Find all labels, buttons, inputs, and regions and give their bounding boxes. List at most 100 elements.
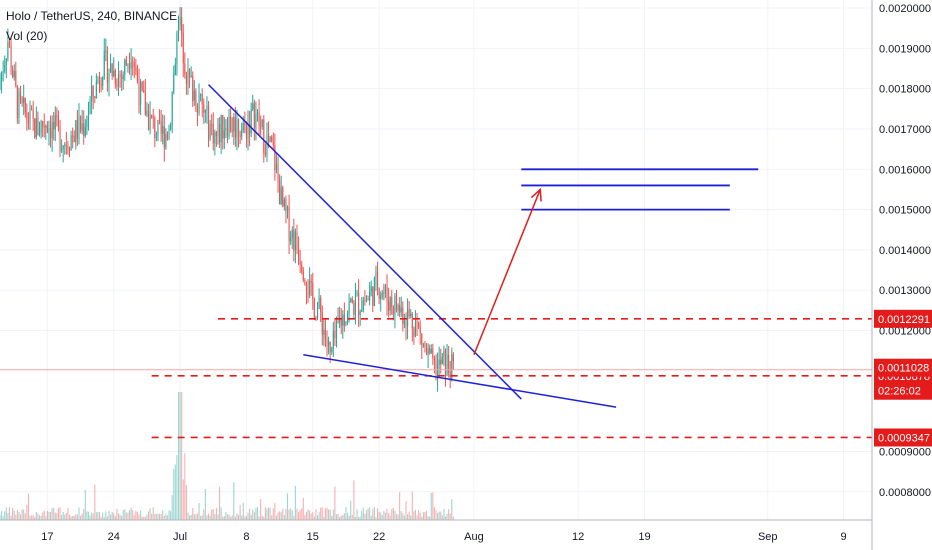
candle-body (56, 115, 58, 118)
volume-bar (56, 513, 58, 520)
candle-body (122, 74, 124, 79)
candle-body (209, 124, 211, 139)
candle-body (124, 59, 126, 75)
y-tick-label: 0.0019000 (879, 43, 931, 55)
volume-bar (80, 515, 82, 520)
candle-body (424, 344, 426, 347)
candle-body (335, 319, 338, 339)
candle-body (372, 286, 374, 306)
volume-bar (67, 508, 69, 520)
volume-bar (130, 507, 132, 520)
volume-bar (427, 516, 429, 520)
volume-bar (193, 514, 195, 520)
candle-body (354, 295, 356, 315)
candle-body (358, 292, 360, 315)
volume-bar (302, 497, 304, 520)
candle-body (87, 113, 90, 121)
candle-body (189, 69, 191, 78)
candle-body (407, 309, 409, 327)
candle-body (81, 123, 83, 131)
level-price-badge (874, 309, 932, 328)
volume-bar (65, 513, 67, 520)
volume-bar (260, 499, 262, 520)
candle-body (176, 33, 178, 65)
candle-body (438, 359, 440, 365)
volume-bar (315, 509, 317, 520)
volume-bar (413, 511, 415, 520)
candle-body (185, 74, 187, 84)
volume-bar (342, 515, 344, 520)
volume-bar (203, 509, 205, 520)
candle-body (321, 311, 323, 335)
volume-bar (187, 512, 189, 520)
symbol-label[interactable]: Holo / TetherUS, 240, BINANCE (6, 9, 178, 23)
current-price-badge (874, 358, 932, 377)
time-axis[interactable]: 17 24 Jul 8 15 22 Aug 12 19 Sep 9 (0, 519, 872, 543)
volume-bar (267, 507, 270, 520)
candle-body (32, 110, 34, 119)
volume-bar (143, 516, 145, 520)
volume-bar (15, 514, 17, 520)
candle-body (304, 280, 306, 285)
volume-bar (328, 509, 330, 520)
candle-body (42, 120, 44, 127)
price-axis[interactable]: 0.0020000 0.0019000 0.0018000 0.0017000 0.00… (871, 0, 932, 550)
x-tick-label: 12 (572, 531, 584, 543)
volume-bar (448, 509, 450, 520)
candle-body (414, 321, 417, 337)
volume-bar (206, 515, 208, 520)
volume-bar (323, 516, 325, 520)
candle-body (92, 86, 94, 97)
candle-body (154, 117, 156, 138)
volume-bars (0, 392, 454, 520)
candle-body (155, 136, 157, 138)
candle-body (343, 314, 345, 326)
volume-bar (97, 511, 99, 520)
candle-body (54, 115, 56, 130)
volume-bar (122, 510, 124, 520)
volume-bar (147, 511, 150, 520)
candle-body (324, 329, 326, 340)
volume-bar (298, 512, 300, 520)
volume-bar (394, 510, 396, 520)
candle-body (62, 145, 64, 149)
candle-body (280, 187, 282, 205)
volume-bar (228, 514, 230, 520)
volume-bar (367, 508, 369, 520)
volume-bar (320, 507, 322, 520)
candle-body (241, 130, 243, 137)
volume-bar (358, 516, 360, 520)
volume-bar (372, 509, 374, 520)
volume-bar (324, 508, 326, 520)
volume-bar (293, 515, 295, 520)
volume-bar (291, 510, 293, 520)
candle-body (388, 301, 390, 311)
y-tick-label: 0.0020000 (879, 3, 931, 15)
candle-body (400, 307, 402, 313)
volume-bar (237, 514, 240, 520)
volume-bar (141, 516, 143, 520)
volume-bar (86, 511, 88, 520)
candle-body (244, 123, 246, 125)
volume-bar (158, 513, 161, 520)
candle-body (212, 124, 214, 144)
volume-bar (365, 510, 368, 520)
candle-body (38, 132, 41, 135)
candle-body (228, 116, 230, 137)
volume-bar (108, 511, 110, 520)
volume-bar (288, 509, 290, 520)
volume-bar (136, 511, 138, 520)
volume-bar (282, 508, 284, 520)
volume-bar (121, 515, 123, 520)
candle-body (162, 126, 164, 134)
volume-bar (204, 489, 206, 520)
volume-bar (34, 516, 36, 520)
volume-bar (181, 392, 183, 520)
volume-bar (62, 511, 64, 520)
volume-bar (165, 513, 167, 520)
x-tick-label: 9 (841, 531, 847, 543)
volume-bar (128, 509, 131, 520)
volume-label[interactable]: Vol (20) (6, 29, 48, 43)
candle-body (419, 327, 421, 334)
